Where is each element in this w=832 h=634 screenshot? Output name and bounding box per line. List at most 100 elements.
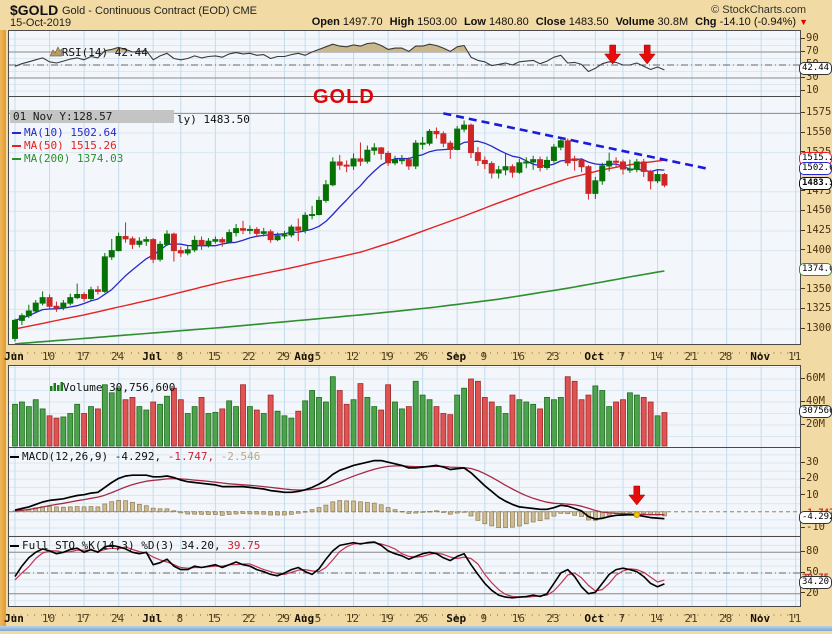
x-axis-label: 9 xyxy=(480,350,488,363)
x-axis-label: 22 xyxy=(242,350,256,363)
y-axis-tick xyxy=(801,571,805,573)
high-value: 1503.00 xyxy=(417,16,457,28)
price-label-row: 01 Nov Y:128.57 ly) 1483.50 xyxy=(10,110,250,126)
y-axis-label: 10 xyxy=(806,84,819,96)
y-axis-tick xyxy=(801,229,805,231)
bottom-scroll-bar[interactable] xyxy=(0,626,832,631)
x-axis-label: 14 xyxy=(649,612,664,625)
ticker-symbol: $GOLD xyxy=(10,2,59,18)
axis-callout: 34.20 xyxy=(799,575,832,589)
ma10-legend-text: MA(10) 1502.64 xyxy=(24,126,117,139)
macd-legend: MACD(12,26,9) -4.292, -1.747, -2.546 xyxy=(10,450,260,463)
y-axis-label: 70 xyxy=(806,45,819,57)
chg-label: Chg xyxy=(695,16,717,28)
x-axis-label: 9 xyxy=(480,612,488,625)
x-axis-label: 29 xyxy=(276,350,291,363)
x-axis-label: Aug xyxy=(294,612,315,625)
ma50-legend-text: MA(50) 1515.26 xyxy=(24,139,117,152)
x-axis-label: 24 xyxy=(111,350,125,363)
y-axis-label: 30 xyxy=(806,456,819,468)
y-axis-tick xyxy=(801,76,805,78)
x-axis-label: Nov xyxy=(750,350,771,363)
open-label: Open xyxy=(311,16,340,28)
y-axis-label: 1550 xyxy=(806,126,832,138)
y-axis-label: 1450 xyxy=(806,204,832,217)
ticker-description: Gold - Continuous Contract (EOD) CME xyxy=(62,5,258,17)
y-axis-tick xyxy=(801,111,805,113)
x-axis-label: 11 xyxy=(788,612,802,625)
y-axis-label: 1300 xyxy=(806,322,832,334)
x-axis-label: 12 xyxy=(345,612,360,625)
gold-annotation: GOLD xyxy=(313,86,375,108)
x-axis-label: Jun xyxy=(4,612,24,625)
ma50-swatch-icon xyxy=(12,145,21,147)
macd-swatch-icon xyxy=(10,456,19,458)
y-axis-tick xyxy=(801,377,805,379)
x-axis-label: 11 xyxy=(788,350,802,363)
x-axis-label: Oct xyxy=(584,612,605,625)
close-value: 1483.50 xyxy=(568,16,609,28)
y-axis-label: 1325 xyxy=(806,302,832,315)
x-axis-label: Jun xyxy=(4,350,24,363)
high-label: High xyxy=(389,16,415,28)
x-axis-label: Sep xyxy=(446,612,467,625)
y-axis-tick xyxy=(801,494,805,495)
x-axis-label: 5 xyxy=(314,612,322,625)
volume-bars-icon xyxy=(49,382,63,391)
quote-date: 15-Oct-2019 xyxy=(10,17,72,29)
y-axis-tick xyxy=(801,592,805,594)
rsi-panel[interactable] xyxy=(8,30,801,97)
x-axis-label: 15 xyxy=(207,612,221,625)
y-axis-label: 1575 xyxy=(806,106,832,119)
y-axis-tick xyxy=(801,461,805,463)
x-axis-strip: Jun 10 17 24 Jul 8 15 22 29 Aug 5 12 19 26 Sep 9 16 23 Oct… xyxy=(4,607,802,625)
ma10-swatch-icon xyxy=(12,132,21,134)
crosshair-tooltip: 01 Nov Y:128.57 xyxy=(10,110,174,123)
x-axis-label: 28 xyxy=(719,612,733,625)
axis-callout: 42.44 xyxy=(799,61,832,75)
sto-panel[interactable] xyxy=(8,536,801,607)
x-axis-label: 12 xyxy=(345,350,360,363)
y-axis-tick xyxy=(801,526,805,528)
macd-legend-main: MACD(12,26,9) -4.292, xyxy=(22,450,168,463)
x-axis-label: 10 xyxy=(41,350,56,363)
y-axis-tick xyxy=(801,131,805,133)
x-axis-label: Sep xyxy=(446,350,467,363)
x-axis-label: 28 xyxy=(719,350,733,363)
y-axis-label: 40M xyxy=(806,395,825,407)
y-axis-tick xyxy=(801,550,805,552)
y-axis-label: 10 xyxy=(806,488,819,501)
axis-callout: -4.292 xyxy=(799,510,832,524)
x-axis-label: 8 xyxy=(176,350,184,363)
copyright: © StockCharts.com xyxy=(711,4,806,16)
x-axis-label: 19 xyxy=(380,612,394,625)
y-axis-tick xyxy=(801,249,805,251)
axis-callout: 1374.03 xyxy=(799,262,832,276)
y-axis-label: 50 xyxy=(806,566,819,578)
x-axis-strip: Jun 10 17 24 Jul 8 15 22 29 Aug 5 12 19 26 Sep 9 16 23 Oct… xyxy=(4,345,802,365)
x-axis-label: 5 xyxy=(314,350,322,363)
ohlc-quote-line: Open 1497.70 High 1503.00 Low 1480.80 Close… xyxy=(305,16,808,28)
close-label: Close xyxy=(535,16,566,28)
macd-panel[interactable] xyxy=(8,447,801,537)
y-axis-tick xyxy=(801,288,805,290)
ma200-swatch-icon xyxy=(12,158,21,160)
vol-panel[interactable] xyxy=(8,365,801,448)
x-axis-label: 29 xyxy=(276,612,291,625)
x-axis-label: 17 xyxy=(76,612,90,625)
y-axis-tick xyxy=(801,327,805,329)
y-axis-tick xyxy=(801,477,805,479)
price-panel[interactable] xyxy=(8,96,801,345)
x-axis-label: 21 xyxy=(684,612,698,625)
x-axis-label: 19 xyxy=(380,350,394,363)
y-axis-tick xyxy=(801,400,805,402)
chg-value: -14.10 (-0.94%) xyxy=(719,16,797,28)
x-axis-label: Jul xyxy=(142,612,163,625)
y-axis-label: 20 xyxy=(806,472,819,485)
y-axis-label: 20M xyxy=(806,418,825,430)
volume-value: 30.8M xyxy=(657,16,689,28)
y-axis-label: -10 xyxy=(806,521,825,533)
axis-callout: 1483.50 xyxy=(799,177,832,191)
